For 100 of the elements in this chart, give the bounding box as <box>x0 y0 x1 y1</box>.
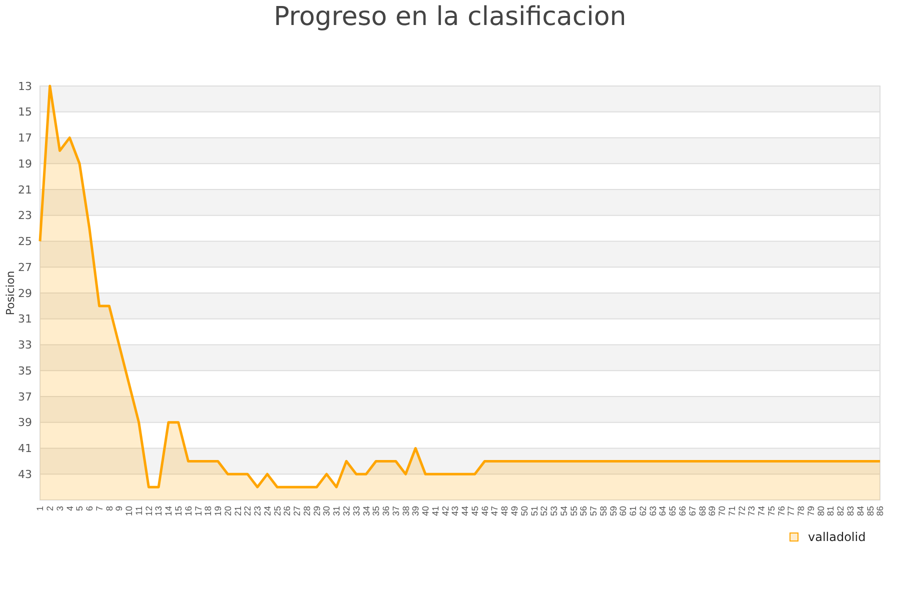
x-tick-label: 81 <box>826 506 836 516</box>
x-tick-label: 33 <box>351 506 362 516</box>
x-tick-label: 65 <box>668 506 678 516</box>
y-tick-label: 39 <box>18 416 32 430</box>
y-tick-label: 41 <box>18 442 32 456</box>
x-tick-label: 47 <box>490 506 500 516</box>
x-tick-label: 74 <box>756 506 767 516</box>
x-tick-label: 3 <box>54 506 65 512</box>
x-tick-label: 45 <box>470 506 480 516</box>
x-tick-label: 80 <box>816 506 826 516</box>
x-tick-label: 8 <box>104 506 114 512</box>
chart-title: Progreso en la clasificacion <box>274 2 626 32</box>
x-tick-label: 49 <box>510 506 520 516</box>
x-tick-label: 64 <box>658 506 668 516</box>
x-tick-label: 61 <box>628 506 638 516</box>
x-tick-label: 24 <box>262 506 272 516</box>
x-tick-label: 13 <box>154 506 164 516</box>
x-tick-label: 23 <box>252 506 263 516</box>
y-tick-label: 15 <box>18 106 32 119</box>
x-tick-label: 37 <box>390 506 401 516</box>
y-tick-label: 35 <box>18 364 32 378</box>
x-tick-label: 29 <box>312 506 322 516</box>
x-tick-label: 51 <box>529 506 540 516</box>
x-tick-label: 26 <box>282 506 292 516</box>
x-tick-label: 4 <box>64 506 75 512</box>
x-tick-label: 17 <box>193 506 204 516</box>
x-tick-label: 72 <box>736 506 747 516</box>
x-tick-label: 9 <box>114 506 124 512</box>
y-tick-label: 29 <box>18 286 32 300</box>
y-tick-label: 17 <box>18 132 32 145</box>
x-tick-label: 42 <box>440 506 450 516</box>
x-tick-label: 28 <box>302 506 312 516</box>
y-tick-label: 25 <box>18 235 32 248</box>
x-tick-label: 62 <box>638 506 648 516</box>
x-tick-label: 54 <box>558 506 569 516</box>
x-tick-label: 50 <box>519 506 530 516</box>
x-tick-label: 55 <box>568 506 579 516</box>
x-tick-label: 77 <box>786 506 796 516</box>
x-tick-label: 70 <box>717 506 728 516</box>
x-tick-label: 14 <box>164 506 174 516</box>
y-tick-label: 13 <box>18 80 32 93</box>
x-tick-label: 71 <box>726 506 737 516</box>
x-tick-label: 66 <box>678 506 688 516</box>
x-tick-label: 68 <box>697 506 708 516</box>
x-tick-label: 6 <box>84 506 95 512</box>
x-tick-label: 18 <box>203 506 214 516</box>
x-tick-label: 5 <box>74 506 85 512</box>
x-tick-label: 38 <box>400 506 411 516</box>
y-tick-label: 27 <box>18 260 32 274</box>
y-tick-label: 43 <box>18 468 32 481</box>
x-tick-label: 58 <box>598 506 608 516</box>
x-tick-label: 82 <box>836 506 846 516</box>
x-tick-label: 1 <box>35 506 46 512</box>
x-tick-label: 48 <box>500 506 510 516</box>
x-tick-label: 39 <box>410 506 421 516</box>
y-tick-label: 31 <box>18 312 32 326</box>
x-tick-label: 16 <box>183 506 194 516</box>
x-tick-label: 41 <box>430 506 440 516</box>
x-tick-label: 21 <box>232 506 243 516</box>
x-tick-label: 78 <box>796 506 806 516</box>
x-tick-label: 76 <box>776 506 786 516</box>
y-tick-label: 23 <box>18 209 32 222</box>
x-tick-label: 57 <box>588 506 599 516</box>
y-tick-label: 21 <box>18 183 32 196</box>
x-tick-label: 2 <box>45 506 56 512</box>
x-tick-label: 69 <box>707 506 718 516</box>
x-tick-label: 20 <box>222 506 233 516</box>
x-tick-label: 12 <box>144 506 154 516</box>
x-tick-label: 34 <box>361 506 372 516</box>
x-tick-label: 84 <box>855 506 866 516</box>
x-tick-label: 52 <box>539 506 550 516</box>
x-tick-label: 22 <box>242 506 253 516</box>
x-tick-label: 44 <box>460 506 470 516</box>
x-tick-label: 73 <box>746 506 757 516</box>
x-tick-label: 36 <box>381 506 392 516</box>
x-tick-label: 35 <box>371 506 382 516</box>
x-tick-label: 7 <box>94 506 104 512</box>
y-tick-label: 37 <box>18 390 32 404</box>
x-tick-label: 46 <box>480 506 490 516</box>
x-tick-label: 10 <box>124 506 134 516</box>
x-tick-label: 83 <box>846 506 856 516</box>
x-tick-label: 15 <box>174 506 184 516</box>
x-tick-label: 27 <box>292 506 302 516</box>
x-tick-label: 63 <box>648 506 658 516</box>
legend-label: valladolid <box>808 530 866 544</box>
x-tick-label: 56 <box>578 506 589 516</box>
y-axis-title: Posicion <box>4 270 17 316</box>
x-tick-label: 59 <box>608 506 618 516</box>
x-tick-label: 32 <box>342 506 352 516</box>
y-tick-label: 19 <box>18 157 32 170</box>
x-tick-label: 11 <box>134 506 144 516</box>
x-tick-label: 40 <box>420 506 431 516</box>
x-tick-label: 85 <box>865 506 876 516</box>
x-tick-label: 53 <box>549 506 560 516</box>
x-tick-label: 60 <box>618 506 628 516</box>
x-tick-label: 31 <box>332 506 342 516</box>
x-tick-label: 79 <box>806 506 816 516</box>
x-tick-label: 86 <box>875 506 886 516</box>
x-tick-label: 30 <box>322 506 332 516</box>
x-tick-label: 25 <box>272 506 282 516</box>
